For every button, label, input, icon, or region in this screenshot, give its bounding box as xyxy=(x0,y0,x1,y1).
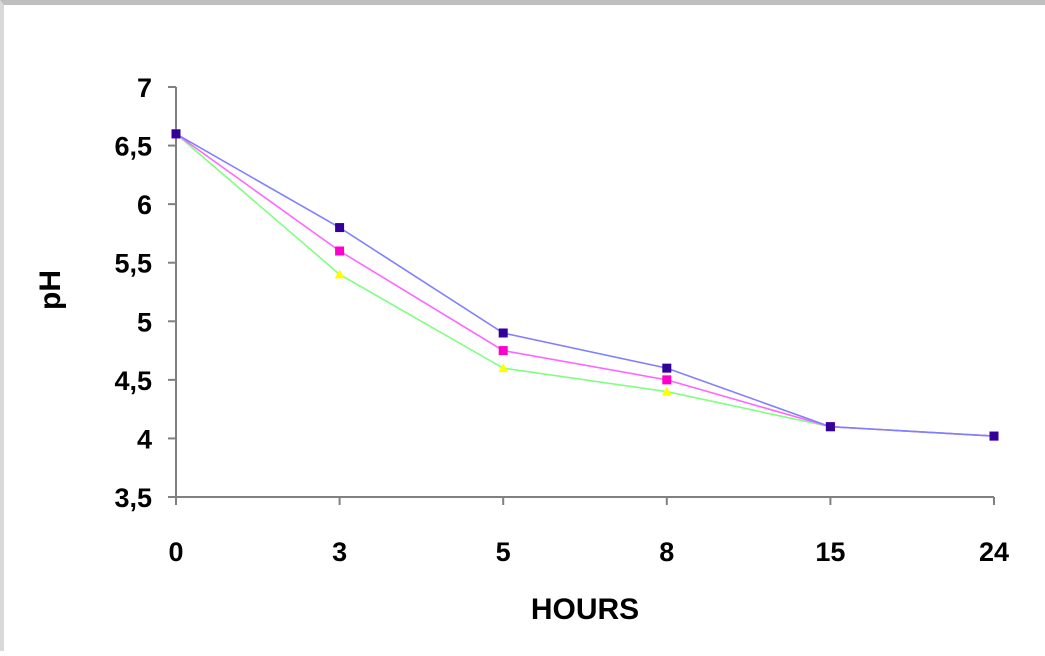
data-point xyxy=(825,422,835,432)
series-3 xyxy=(171,128,999,441)
y-tick-label: 5 xyxy=(137,307,152,337)
x-tick-label: 24 xyxy=(979,537,1009,567)
y-axis-title: pH xyxy=(34,270,67,310)
data-point xyxy=(334,269,345,279)
series-line xyxy=(175,133,995,437)
y-tick-label: 3,5 xyxy=(114,483,152,513)
ph-line-chart: 7 6,5 6 5,5 5 4,5 4 3,5 0 3 5 8 15 24 HOURS pH xyxy=(34,73,1009,626)
x-tick-labels: 0 3 5 8 15 24 xyxy=(168,537,1009,567)
x-tick-label: 0 xyxy=(168,537,183,567)
y-tick-label: 7 xyxy=(137,73,152,103)
y-tick-label: 5,5 xyxy=(114,249,152,279)
series-line xyxy=(175,133,995,437)
y-tick-label: 6,5 xyxy=(114,132,152,162)
series-group xyxy=(171,128,999,441)
data-point xyxy=(498,363,509,373)
data-point xyxy=(989,431,999,441)
x-axis-title: HOURS xyxy=(531,593,639,626)
data-point xyxy=(335,246,345,256)
data-point xyxy=(662,363,672,373)
data-point xyxy=(498,328,508,338)
data-point xyxy=(662,375,672,385)
x-tick-label: 3 xyxy=(332,537,347,567)
series-2 xyxy=(171,129,999,441)
y-tick-label: 6 xyxy=(137,190,152,220)
y-tick-labels: 7 6,5 6 5,5 5 4,5 4 3,5 xyxy=(114,73,152,513)
series-line xyxy=(175,133,995,437)
axes xyxy=(168,86,995,505)
y-tick-label: 4,5 xyxy=(114,366,152,396)
data-point xyxy=(335,223,345,233)
x-tick-label: 5 xyxy=(496,537,511,567)
x-tick-label: 15 xyxy=(815,537,845,567)
data-point xyxy=(661,386,672,396)
data-point xyxy=(171,129,181,139)
series-1 xyxy=(171,129,999,441)
y-tick-label: 4 xyxy=(137,424,152,454)
x-tick-label: 8 xyxy=(659,537,674,567)
data-point xyxy=(498,346,508,356)
